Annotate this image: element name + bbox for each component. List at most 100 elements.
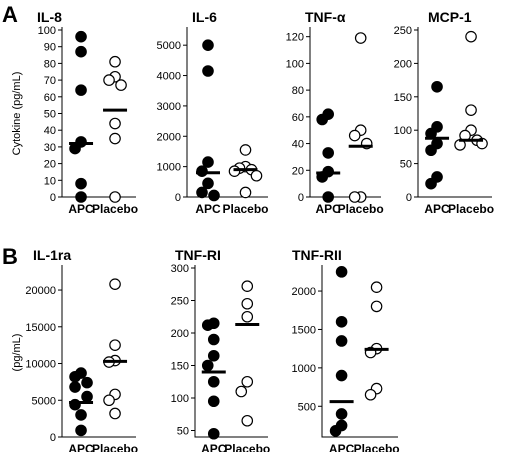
chart-title: TNF-RI	[175, 247, 221, 263]
chart-4: IL-1ra 0 5000 10000 15000 20000 (pg/mL) APCPlac…	[11, 247, 138, 452]
x-category-label: APC	[316, 202, 342, 216]
y-tick-label: 40	[44, 125, 56, 137]
y-tick-label: 500	[298, 401, 316, 413]
data-point	[75, 191, 87, 203]
y-tick-label: 40	[292, 139, 304, 151]
data-point	[109, 191, 121, 203]
data-point	[201, 319, 214, 331]
y-tick-label: 3000	[157, 101, 181, 113]
data-point	[75, 30, 87, 43]
data-point	[208, 189, 220, 202]
data-point	[75, 84, 87, 96]
x-category-label: APC	[195, 202, 221, 216]
data-point	[103, 74, 115, 86]
chart-title: IL-8	[37, 9, 62, 25]
charts: IL-8 0 10 20 30 40 50 60 70 80 90 100 Cytokine (pg/m…	[11, 9, 494, 452]
data-point	[370, 300, 383, 313]
data-point	[202, 39, 214, 51]
data-point	[207, 349, 220, 362]
data-point	[196, 186, 208, 199]
y-tick-label: 250	[171, 296, 189, 308]
x-category-label: Placebo	[338, 202, 384, 216]
chart-0: IL-8 0 10 20 30 40 50 60 70 80 90 100 Cytokine (pg/m…	[11, 9, 138, 216]
data-point	[364, 388, 377, 401]
y-tick-label: 70	[44, 75, 56, 87]
y-tick-label: 120	[286, 32, 304, 44]
x-category-label: Placebo	[222, 202, 268, 216]
data-point	[241, 310, 254, 323]
y-tick-label: 5000	[157, 40, 181, 52]
axis-lines	[321, 265, 398, 438]
data-point	[75, 177, 87, 190]
axis-lines	[194, 265, 268, 438]
axis-lines	[61, 265, 136, 438]
axis-lines	[61, 27, 136, 198]
data-point	[241, 414, 254, 427]
y-tick-label: 4000	[157, 71, 181, 83]
y-tick-label: 20	[44, 159, 56, 171]
x-category-label: Placebo	[354, 442, 400, 452]
data-point	[235, 385, 248, 398]
data-point	[207, 375, 220, 388]
data-point	[335, 335, 348, 347]
x-category-label: APC	[201, 442, 227, 452]
data-point	[250, 169, 263, 182]
x-category-label: Placebo	[92, 442, 138, 452]
y-tick-label: 60	[292, 112, 304, 124]
y-tick-label: 20	[292, 165, 304, 177]
y-tick-label: 1000	[292, 363, 316, 375]
data-point	[115, 79, 127, 91]
axis-lines	[417, 27, 492, 198]
chart-6: TNF-RII 500 1000 1500 2000 APC Placebo	[292, 247, 400, 452]
y-tick-label: 100	[286, 58, 304, 70]
data-point	[207, 333, 220, 346]
x-category-label: APC	[329, 442, 355, 452]
data-point	[431, 80, 443, 93]
data-point	[465, 104, 477, 116]
y-axis-label: (pg/mL)	[11, 334, 23, 372]
data-point	[335, 266, 348, 278]
x-category-label: Placebo	[92, 202, 138, 216]
data-point	[103, 394, 115, 407]
y-tick-label: 10000	[25, 359, 56, 371]
x-category-label: Placebo	[224, 442, 270, 452]
x-category-label: APC	[68, 202, 94, 216]
y-tick-label: 0	[406, 192, 412, 204]
data-point	[370, 281, 383, 294]
chart-title: TNF-RII	[292, 247, 342, 263]
panel-label-b: B	[2, 244, 18, 269]
chart-title: IL-6	[192, 9, 217, 25]
data-point	[109, 339, 121, 351]
chart-title: TNF-α	[305, 9, 346, 25]
data-point	[75, 409, 87, 421]
y-tick-label: 50	[44, 109, 56, 121]
y-tick-label: 0	[50, 192, 56, 204]
data-point	[75, 424, 87, 437]
data-point	[335, 408, 348, 420]
y-tick-label: 10	[44, 175, 56, 187]
y-tick-label: 2000	[157, 131, 181, 143]
y-tick-label: 150	[394, 92, 412, 104]
data-point	[69, 381, 81, 393]
y-tick-label: 1000	[157, 162, 181, 174]
data-point	[241, 280, 254, 292]
data-point	[75, 45, 87, 58]
data-point	[425, 144, 437, 157]
y-tick-label: 0	[175, 192, 181, 204]
data-point	[109, 132, 121, 145]
y-tick-label: 80	[44, 58, 56, 70]
data-point	[228, 165, 241, 177]
chart-title: IL-1ra	[33, 247, 71, 263]
data-point	[81, 376, 93, 389]
data-point	[241, 375, 254, 388]
data-point	[207, 427, 220, 440]
y-tick-label: 60	[44, 92, 56, 104]
data-point	[239, 186, 252, 199]
y-tick-label: 30	[44, 142, 56, 154]
data-point	[207, 395, 220, 408]
y-tick-label: 150	[171, 361, 189, 373]
y-tick-label: 0	[50, 432, 56, 444]
data-point	[201, 359, 214, 372]
